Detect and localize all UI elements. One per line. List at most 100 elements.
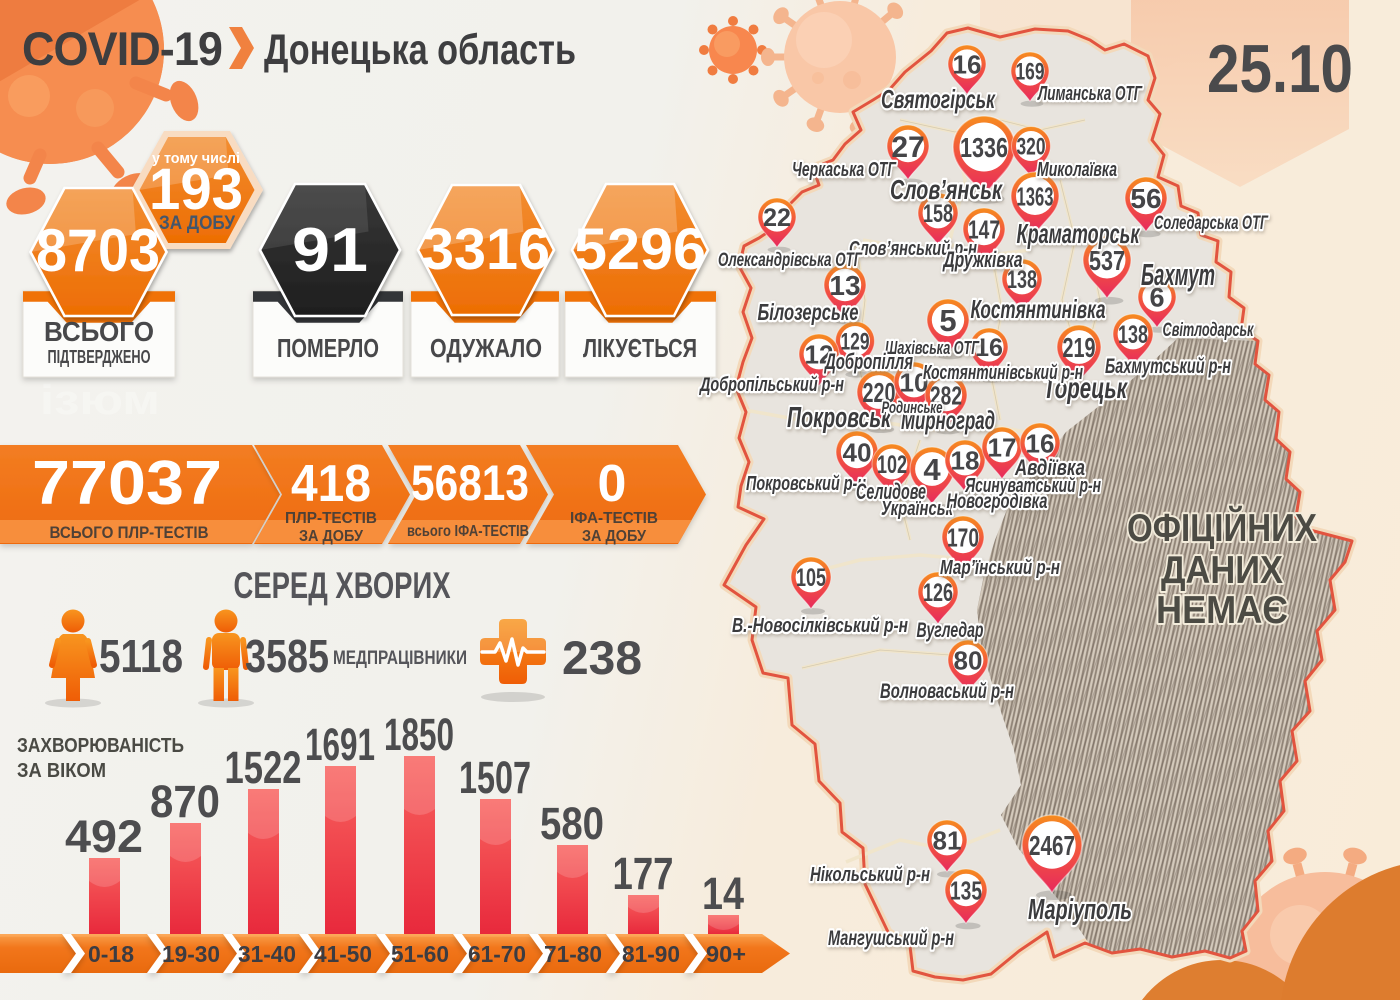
svg-text:Слов’янськ: Слов’янськ [890, 174, 1003, 205]
svg-text:Олександрівська ОТГ: Олександрівська ОТГ [718, 250, 863, 271]
svg-text:Добропільський р-н: Добропільський р-н [699, 374, 844, 396]
svg-text:135: 135 [950, 875, 982, 905]
svg-text:ЗАХВОРЮВАНІСТЬ: ЗАХВОРЮВАНІСТЬ [17, 735, 184, 757]
svg-text:1363: 1363 [1017, 181, 1054, 211]
svg-text:282: 282 [930, 380, 962, 410]
svg-text:219: 219 [1063, 332, 1096, 363]
svg-text:77037: 77037 [32, 449, 222, 518]
svg-text:177: 177 [613, 848, 674, 899]
svg-text:ЗА ДОБУ: ЗА ДОБУ [159, 213, 235, 234]
svg-text:ЛІКУЄТЬСЯ: ЛІКУЄТЬСЯ [583, 333, 697, 363]
svg-text:ОДУЖАЛО: ОДУЖАЛО [430, 333, 542, 363]
svg-text:3585: 3585 [245, 630, 329, 682]
svg-text:193: 193 [149, 157, 243, 222]
svg-text:4: 4 [923, 452, 941, 487]
svg-text:Родинське: Родинське [882, 398, 943, 417]
svg-text:61-70: 61-70 [468, 941, 526, 967]
svg-text:14: 14 [702, 868, 744, 919]
svg-text:16: 16 [1026, 428, 1055, 458]
svg-text:238: 238 [562, 631, 642, 684]
svg-text:8703: 8703 [36, 217, 160, 284]
svg-text:1522: 1522 [225, 742, 302, 793]
svg-text:Лиманська ОТГ: Лиманська ОТГ [1037, 83, 1144, 105]
svg-text:129: 129 [841, 329, 870, 356]
svg-text:16: 16 [953, 49, 982, 79]
svg-text:2467: 2467 [1029, 830, 1075, 861]
svg-text:В.-Новосілківський р-н: В.-Новосілківський р-н [732, 615, 908, 637]
svg-text:Костянтинівський р-н: Костянтинівський р-н [923, 362, 1083, 384]
svg-text:Ясинуватський р-н: Ясинуватський р-н [964, 475, 1101, 497]
svg-text:МЕДПРАЦІВНИКИ: МЕДПРАЦІВНИКИ [333, 648, 467, 669]
svg-text:ЗА ДОБУ: ЗА ДОБУ [582, 528, 646, 545]
svg-text:71-80: 71-80 [544, 941, 602, 967]
svg-text:Світлодарськ: Світлодарськ [1163, 320, 1255, 341]
svg-text:ДАНИХ: ДАНИХ [1161, 549, 1283, 592]
svg-text:138: 138 [1118, 321, 1148, 349]
svg-text:102: 102 [877, 451, 907, 479]
svg-text:Слов’янський р-н: Слов’янський р-н [849, 238, 977, 260]
svg-text:169: 169 [1016, 59, 1045, 86]
svg-text:12: 12 [805, 339, 834, 369]
svg-text:147: 147 [968, 214, 1000, 244]
svg-text:ЗА ДОБУ: ЗА ДОБУ [299, 528, 363, 545]
svg-text:Українськ: Українськ [881, 498, 954, 520]
svg-text:40: 40 [843, 437, 872, 467]
svg-text:537: 537 [1089, 245, 1125, 276]
svg-text:5118: 5118 [99, 630, 183, 682]
svg-text:Краматорськ: Краматорськ [1017, 218, 1141, 249]
svg-text:6: 6 [1149, 283, 1164, 313]
svg-text:19-30: 19-30 [162, 941, 220, 967]
svg-text:Селидове: Селидове [856, 479, 926, 504]
svg-text:ЗА ВІКОМ: ЗА ВІКОМ [17, 760, 106, 782]
svg-text:ВСЬОГО ПЛР-ТЕСТІВ: ВСЬОГО ПЛР-ТЕСТІВ [50, 523, 209, 542]
svg-text:Покровськ: Покровськ [787, 402, 892, 434]
svg-text:Святогірськ: Святогірськ [881, 84, 996, 114]
svg-text:56: 56 [1130, 183, 1161, 214]
svg-text:Авдіївка: Авдіївка [1014, 455, 1085, 480]
svg-text:Костянтинівка: Костянтинівка [971, 294, 1106, 324]
svg-text:Покровський р-н: Покровський р-н [746, 473, 866, 495]
svg-text:22: 22 [763, 204, 791, 232]
svg-text:0-18: 0-18 [88, 941, 134, 967]
svg-text:Торецьк: Торецьк [1043, 372, 1128, 405]
svg-text:ПІДТВЕРДЖЕНО: ПІДТВЕРДЖЕНО [48, 347, 151, 367]
svg-text:Маріуполь: Маріуполь [1028, 894, 1132, 926]
svg-text:5296: 5296 [574, 217, 706, 282]
svg-text:1507: 1507 [459, 752, 531, 803]
svg-text:Мангушський р-н: Мангушський р-н [828, 927, 954, 950]
svg-text:18: 18 [951, 445, 980, 475]
svg-text:Миколаївка: Миколаївка [1037, 159, 1117, 181]
svg-text:51-60: 51-60 [391, 941, 449, 967]
svg-text:Нікольський р-н: Нікольський р-н [810, 864, 930, 886]
svg-text:10: 10 [900, 367, 929, 397]
svg-text:3316: 3316 [422, 217, 550, 282]
svg-text:126: 126 [923, 579, 953, 607]
svg-text:1691: 1691 [305, 719, 375, 770]
svg-text:ПОМЕРЛО: ПОМЕРЛО [277, 333, 379, 363]
svg-text:56813: 56813 [411, 455, 529, 511]
svg-text:170: 170 [947, 522, 979, 552]
svg-text:ізюм: ізюм [40, 376, 160, 423]
svg-text:80: 80 [954, 645, 983, 675]
svg-text:Соледарська ОТГ: Соледарська ОТГ [1154, 213, 1269, 234]
svg-text:Волноваський р-н: Волноваський р-н [880, 680, 1014, 703]
svg-text:492: 492 [65, 811, 143, 862]
svg-text:ПЛР-ТЕСТІВ: ПЛР-ТЕСТІВ [285, 510, 377, 527]
svg-text:Бахмут: Бахмут [1141, 257, 1215, 292]
svg-text:870: 870 [150, 776, 220, 827]
svg-text:158: 158 [923, 200, 953, 228]
svg-text:91: 91 [292, 216, 368, 285]
svg-text:НЕМАЄ: НЕМАЄ [1156, 589, 1288, 632]
svg-text:Мирноград: Мирноград [901, 405, 995, 435]
svg-text:81: 81 [933, 825, 962, 855]
svg-text:Донецька область: Донецька область [264, 26, 576, 74]
svg-text:1336: 1336 [960, 132, 1008, 163]
svg-text:1850: 1850 [384, 709, 454, 760]
svg-text:418: 418 [291, 455, 371, 513]
svg-text:13: 13 [829, 270, 860, 301]
svg-text:Черкаська ОТГ: Черкаська ОТГ [792, 159, 897, 181]
svg-text:105: 105 [796, 564, 826, 592]
svg-text:320: 320 [1017, 134, 1046, 161]
svg-text:25.10: 25.10 [1207, 31, 1353, 107]
svg-text:27: 27 [891, 131, 924, 164]
